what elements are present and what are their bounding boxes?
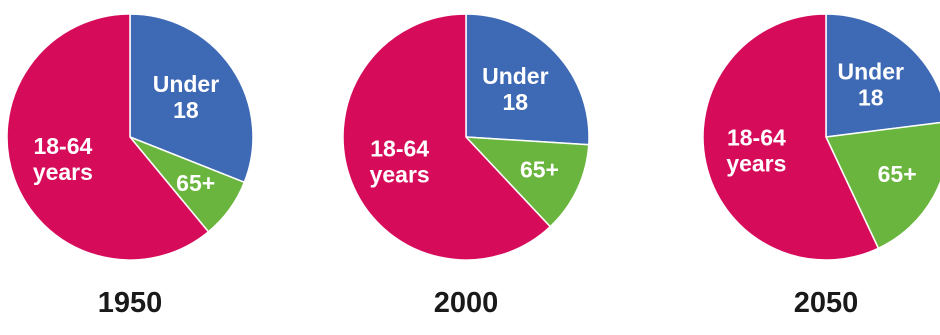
pie-slice-18-64-years [6, 13, 210, 261]
pie-slice-65 [464, 136, 590, 228]
slice-label-under-18: Under [153, 71, 220, 97]
slice-label-18-64-years: years [33, 159, 93, 185]
slice-label-under-18: 18 [503, 89, 529, 115]
slice-label-under-18: Under [838, 58, 905, 84]
pie-slice-65 [824, 121, 940, 250]
year-label: 2000 [434, 287, 499, 319]
pie-slice-under-18 [825, 13, 940, 138]
slice-label-under-18: Under [482, 63, 549, 89]
slice-label-under-18: 18 [173, 97, 199, 123]
slice-label-18-64-years: 18-64 [33, 133, 92, 159]
slice-label-65: 65+ [520, 157, 559, 183]
slice-label-under-18: 18 [858, 84, 884, 110]
slice-label-18-64-years: years [726, 151, 786, 177]
year-label: 1950 [98, 287, 163, 319]
slice-label-65: 65+ [878, 161, 917, 187]
pie-slice-18-64-years [702, 13, 880, 261]
slice-label-65: 65+ [176, 170, 215, 196]
slice-label-18-64-years: years [370, 161, 430, 187]
pie-slice-under-18 [465, 13, 590, 146]
pie-slice-18-64-years [342, 13, 552, 261]
year-label: 2050 [794, 287, 859, 319]
slice-label-18-64-years: 18-64 [370, 135, 429, 161]
pie-slice-under-18 [129, 13, 254, 184]
slice-label-18-64-years: 18-64 [727, 125, 786, 151]
